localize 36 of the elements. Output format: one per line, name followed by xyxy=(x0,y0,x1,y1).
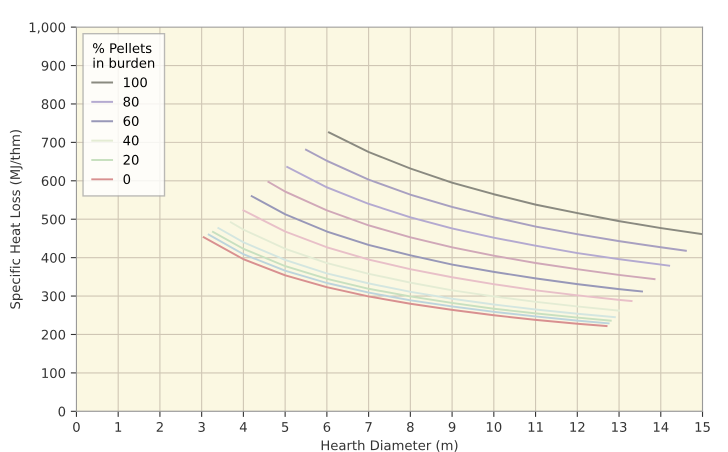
x-tick-label: 9 xyxy=(448,422,456,432)
y-tick-label: 600 xyxy=(42,176,66,186)
y-tick-label: 200 xyxy=(42,330,66,340)
y-tick-label: 400 xyxy=(41,252,66,263)
legend-title: % Pellets in burden xyxy=(93,42,154,68)
y-tick-label: 1,000 xyxy=(30,22,66,34)
x-axis-title: Hearth Diameter (m) xyxy=(322,440,458,452)
x-tick-label: 8 xyxy=(407,422,414,432)
x-tick-label: 6 xyxy=(324,422,330,432)
x-tick-label: 5 xyxy=(282,422,288,432)
y-tick-label: 800 xyxy=(42,99,66,110)
legend-label: 0 xyxy=(123,174,130,184)
x-tick-label: 2 xyxy=(156,422,163,432)
x-tick-label: 12 xyxy=(570,422,584,432)
legend-label: 60 xyxy=(124,116,139,126)
legend-label: 20 xyxy=(124,154,139,165)
x-tick-label: 14 xyxy=(654,422,668,432)
x-tick-label: 11 xyxy=(528,422,543,432)
x-tick-label: 7 xyxy=(365,422,372,432)
x-tick-label: 15 xyxy=(696,422,710,432)
y-tick-label: 500 xyxy=(42,214,66,224)
x-tick-label: 10 xyxy=(486,422,502,432)
x-tick-label: 13 xyxy=(612,422,626,432)
x-tick-label: 1 xyxy=(115,422,122,432)
x-tick-label: 3 xyxy=(198,422,205,432)
legend-label: 80 xyxy=(124,96,139,107)
y-tick-label: 300 xyxy=(42,291,66,302)
y-tick-label: 700 xyxy=(42,138,66,148)
legend-label: 100 xyxy=(124,77,147,88)
legend-label: 40 xyxy=(123,135,139,146)
y-axis-title: Specific Heat Loss (MJ/thm) xyxy=(10,130,23,309)
x-tick-label: 0 xyxy=(73,422,80,432)
y-tick-label: 0 xyxy=(58,406,66,417)
y-tick-label: 100 xyxy=(42,368,66,378)
x-tick-label: 4 xyxy=(240,422,247,432)
y-tick-label: 900 xyxy=(42,60,66,71)
